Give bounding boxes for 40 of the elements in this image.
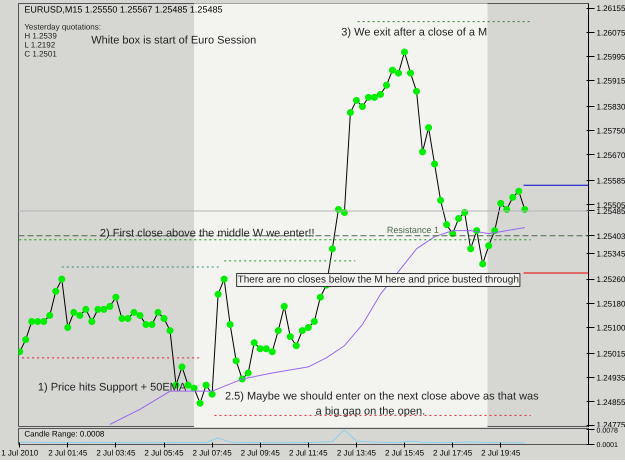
y-tick-label: 1.25670 — [596, 150, 625, 160]
annotation: There are no closes below the M here and price busted through — [238, 274, 519, 286]
y-tick-label: 1.26155 — [596, 4, 625, 14]
annotation: C 1.2501 — [24, 50, 58, 58]
y-tick-label: 1.25750 — [596, 126, 625, 136]
y-tick-label: 1.25403 — [596, 232, 625, 241]
y-tick-label: 1.25180 — [596, 299, 625, 308]
y-tick-label: 1.25100 — [596, 324, 625, 333]
ref-line-label: Resistance 1 — [386, 224, 439, 235]
y-tick-label: 1.25260 — [596, 275, 625, 284]
annotation: 3) We exit after a close of a M — [341, 26, 488, 38]
y-tick-label: 1.25995 — [596, 52, 625, 62]
annotation: Yesterday quotations: — [24, 22, 101, 32]
line-series — [19, 429, 526, 444]
annotation: White box is start of Euro Session — [91, 34, 256, 46]
x-tick-label: 2 Jul 17:45 — [433, 448, 473, 458]
y-tick-label: 1.25830 — [596, 102, 625, 112]
x-tick-label: 2 Jul 13:45 — [336, 448, 377, 458]
y-tick-label: 1.24855 — [596, 398, 625, 407]
annotation: 1) Price hits Support + 50EMA — [38, 382, 187, 394]
x-tick-label: 1 Jul 2010 — [1, 448, 39, 458]
x-tick-label: 2 Jul 11:45 — [289, 448, 328, 458]
x-tick-label: 2 Jul 19:45 — [481, 448, 521, 458]
y-tick-label: 1.25585 — [596, 176, 625, 186]
chart-title: EURUSD,M15 1.25550 1.25567 1.25485 1.25485 — [24, 4, 222, 14]
y-tick-label: 1.25015 — [596, 349, 625, 358]
x-tick-label: 2 Jul 03:45 — [96, 448, 136, 458]
annotation: 2.5) Maybe we should enter on the next close above as that was a big gap on the open. — [224, 390, 540, 418]
annotation: L 1.2192 — [24, 40, 56, 50]
chart-title: Candle Range: 0.0008 — [24, 430, 105, 438]
y-tick-label: 1.25345 — [596, 249, 625, 258]
x-tick-label: 2 Jul 15:45 — [384, 448, 425, 458]
y-tick-label: 1.26075 — [596, 28, 625, 38]
y-tick-label: 1.24935 — [596, 374, 625, 383]
x-tick-label: 2 Jul 01:45 — [48, 448, 88, 458]
x-tick-label: 2 Jul 05:45 — [144, 448, 184, 458]
annotation: H 1.2539 — [24, 32, 58, 40]
x-tick-label: 2 Jul 07:45 — [192, 448, 232, 458]
y-tick-label: 1.25915 — [596, 76, 625, 86]
x-tick-label: 2 Jul 09:45 — [240, 448, 280, 458]
